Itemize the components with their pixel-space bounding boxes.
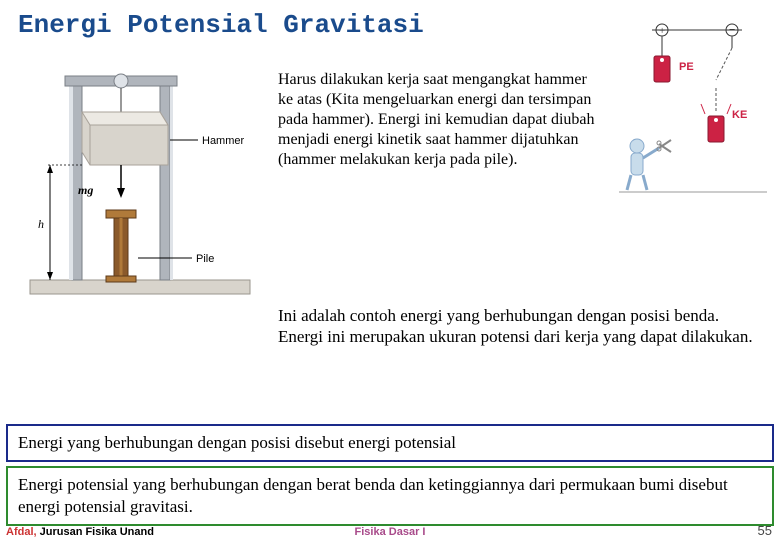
definition-box-2: Energi potensial yang berhubungan dengan…	[6, 466, 774, 526]
hammer-pile-diagram: Hammer mg Pile h	[20, 70, 260, 300]
definition-box-1: Energi yang berhubungan dengan posisi di…	[6, 424, 774, 462]
mg-label: mg	[78, 183, 93, 197]
definition-1-text: Energi yang berhubungan dengan posisi di…	[18, 433, 456, 452]
footer: Afdal, Jurusan Fisika Unand Fisika Dasar…	[0, 520, 780, 540]
ke-label: KE	[732, 109, 747, 121]
h-label: h	[38, 217, 44, 231]
footer-left: Afdal, Jurusan Fisika Unand	[6, 526, 154, 538]
footer-center: Fisika Dasar I	[355, 526, 426, 538]
footer-affiliation: Jurusan Fisika Unand	[37, 526, 154, 538]
svg-text:+: +	[659, 25, 665, 37]
paragraph-mid: Ini adalah contoh energi yang berhubunga…	[278, 305, 758, 348]
title-text: Energi Potensial Gravitasi	[18, 10, 424, 40]
pe-label: PE	[679, 61, 694, 73]
pile-label: Pile	[196, 253, 214, 265]
footer-author: Afdal,	[6, 526, 37, 538]
pe-ke-diagram: + − PE KE	[617, 18, 772, 198]
footer-page-number: 55	[758, 523, 772, 538]
paragraph-top: Harus dilakukan kerja saat mengangkat ha…	[278, 70, 598, 170]
hammer-label: Hammer	[202, 135, 245, 147]
svg-text:−: −	[729, 24, 735, 36]
content-area: Hammer mg Pile h Harus dilakukan kerja s…	[0, 40, 780, 420]
definition-2-text: Energi potensial yang berhubungan dengan…	[18, 475, 728, 516]
